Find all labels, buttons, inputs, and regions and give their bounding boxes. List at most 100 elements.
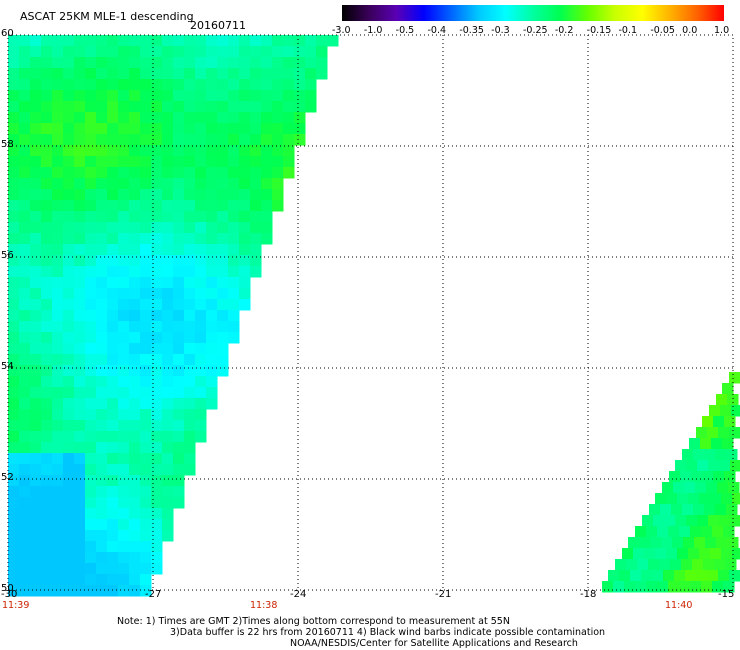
wind-cell bbox=[41, 530, 53, 542]
wind-cell bbox=[639, 537, 651, 549]
wind-cell bbox=[118, 200, 130, 212]
wind-cell bbox=[85, 508, 97, 520]
wind-cell bbox=[41, 442, 53, 454]
wind-cell bbox=[118, 101, 130, 113]
wind-cell bbox=[118, 442, 130, 454]
wind-cell bbox=[74, 299, 86, 311]
wind-cell bbox=[162, 68, 174, 80]
wind-cell bbox=[206, 376, 218, 388]
wind-cell bbox=[8, 112, 20, 124]
wind-cell bbox=[96, 519, 108, 531]
wind-cell bbox=[250, 222, 262, 234]
wind-cell bbox=[118, 563, 130, 575]
wind-cell bbox=[151, 222, 163, 234]
wind-cell bbox=[655, 493, 667, 505]
wind-cell bbox=[96, 68, 108, 80]
wind-cell bbox=[63, 79, 75, 91]
wind-cell bbox=[140, 310, 152, 322]
wind-cell bbox=[8, 233, 20, 245]
wind-cell bbox=[129, 409, 141, 421]
wind-cell bbox=[30, 255, 42, 267]
wind-cell bbox=[140, 277, 152, 289]
wind-cell bbox=[217, 255, 229, 267]
wind-cell bbox=[74, 277, 86, 289]
wind-cell bbox=[63, 211, 75, 223]
wind-cell bbox=[206, 255, 218, 267]
wind-cell bbox=[151, 145, 163, 157]
wind-cell bbox=[52, 112, 64, 124]
wind-cell bbox=[52, 563, 64, 575]
wind-cell bbox=[709, 405, 721, 417]
wind-cell bbox=[195, 79, 207, 91]
wind-cell bbox=[622, 548, 634, 560]
wind-cell bbox=[85, 222, 97, 234]
wind-cell bbox=[63, 233, 75, 245]
wind-cell bbox=[96, 255, 108, 267]
wind-cell bbox=[669, 471, 681, 483]
wind-cell bbox=[41, 277, 53, 289]
wind-cell bbox=[720, 405, 732, 417]
wind-cell bbox=[41, 178, 53, 190]
wind-cell bbox=[305, 90, 317, 102]
wind-cell bbox=[217, 277, 229, 289]
wind-cell bbox=[662, 482, 674, 494]
wind-cell bbox=[162, 134, 174, 146]
wind-cell bbox=[8, 332, 20, 344]
wind-cell bbox=[228, 321, 240, 333]
wind-cell bbox=[41, 299, 53, 311]
map-date: 20160711 bbox=[190, 19, 246, 32]
wind-cell bbox=[173, 387, 185, 399]
wind-cell bbox=[129, 332, 141, 344]
wind-cell bbox=[74, 453, 86, 465]
wind-cell bbox=[107, 299, 119, 311]
wind-cell bbox=[41, 90, 53, 102]
wind-cell bbox=[283, 112, 295, 124]
wind-cell bbox=[228, 112, 240, 124]
wind-cell bbox=[305, 79, 317, 91]
wind-cell bbox=[129, 134, 141, 146]
wind-cell bbox=[261, 145, 273, 157]
wind-cell bbox=[41, 200, 53, 212]
wind-cell bbox=[688, 493, 700, 505]
wind-cell bbox=[151, 167, 163, 179]
wind-cell bbox=[184, 277, 196, 289]
wind-cell bbox=[195, 244, 207, 256]
wind-cell bbox=[30, 442, 42, 454]
wind-cell bbox=[162, 354, 174, 366]
wind-cell bbox=[129, 90, 141, 102]
wind-cell bbox=[52, 475, 64, 487]
wind-cell bbox=[728, 482, 740, 494]
wind-cell bbox=[41, 68, 53, 80]
wind-cell bbox=[96, 288, 108, 300]
wind-cell bbox=[162, 530, 174, 542]
wind-cell bbox=[730, 460, 740, 472]
wind-cell bbox=[294, 57, 306, 69]
wind-cell bbox=[52, 222, 64, 234]
wind-cell bbox=[173, 156, 185, 168]
wind-cell bbox=[162, 431, 174, 443]
wind-cell bbox=[228, 101, 240, 113]
wind-cell bbox=[206, 167, 218, 179]
wind-cell bbox=[228, 200, 240, 212]
wind-cell bbox=[173, 57, 185, 69]
wind-cell bbox=[96, 409, 108, 421]
wind-cell bbox=[19, 321, 31, 333]
wind-cell bbox=[722, 438, 734, 450]
wind-cell bbox=[162, 453, 174, 465]
wind-cell bbox=[140, 574, 152, 586]
wind-cell bbox=[140, 376, 152, 388]
wind-cell bbox=[151, 68, 163, 80]
wind-cell bbox=[118, 277, 130, 289]
wind-cell bbox=[63, 574, 75, 586]
wind-cell bbox=[30, 112, 42, 124]
wind-cell bbox=[151, 266, 163, 278]
color-scale-bar bbox=[342, 5, 724, 21]
wind-cell bbox=[74, 530, 86, 542]
wind-cell bbox=[118, 354, 130, 366]
wind-cell bbox=[140, 222, 152, 234]
wind-cell bbox=[173, 475, 185, 487]
wind-cell bbox=[602, 581, 614, 593]
wind-cell bbox=[704, 449, 716, 461]
wind-cell bbox=[151, 189, 163, 201]
wind-cell bbox=[294, 79, 306, 91]
